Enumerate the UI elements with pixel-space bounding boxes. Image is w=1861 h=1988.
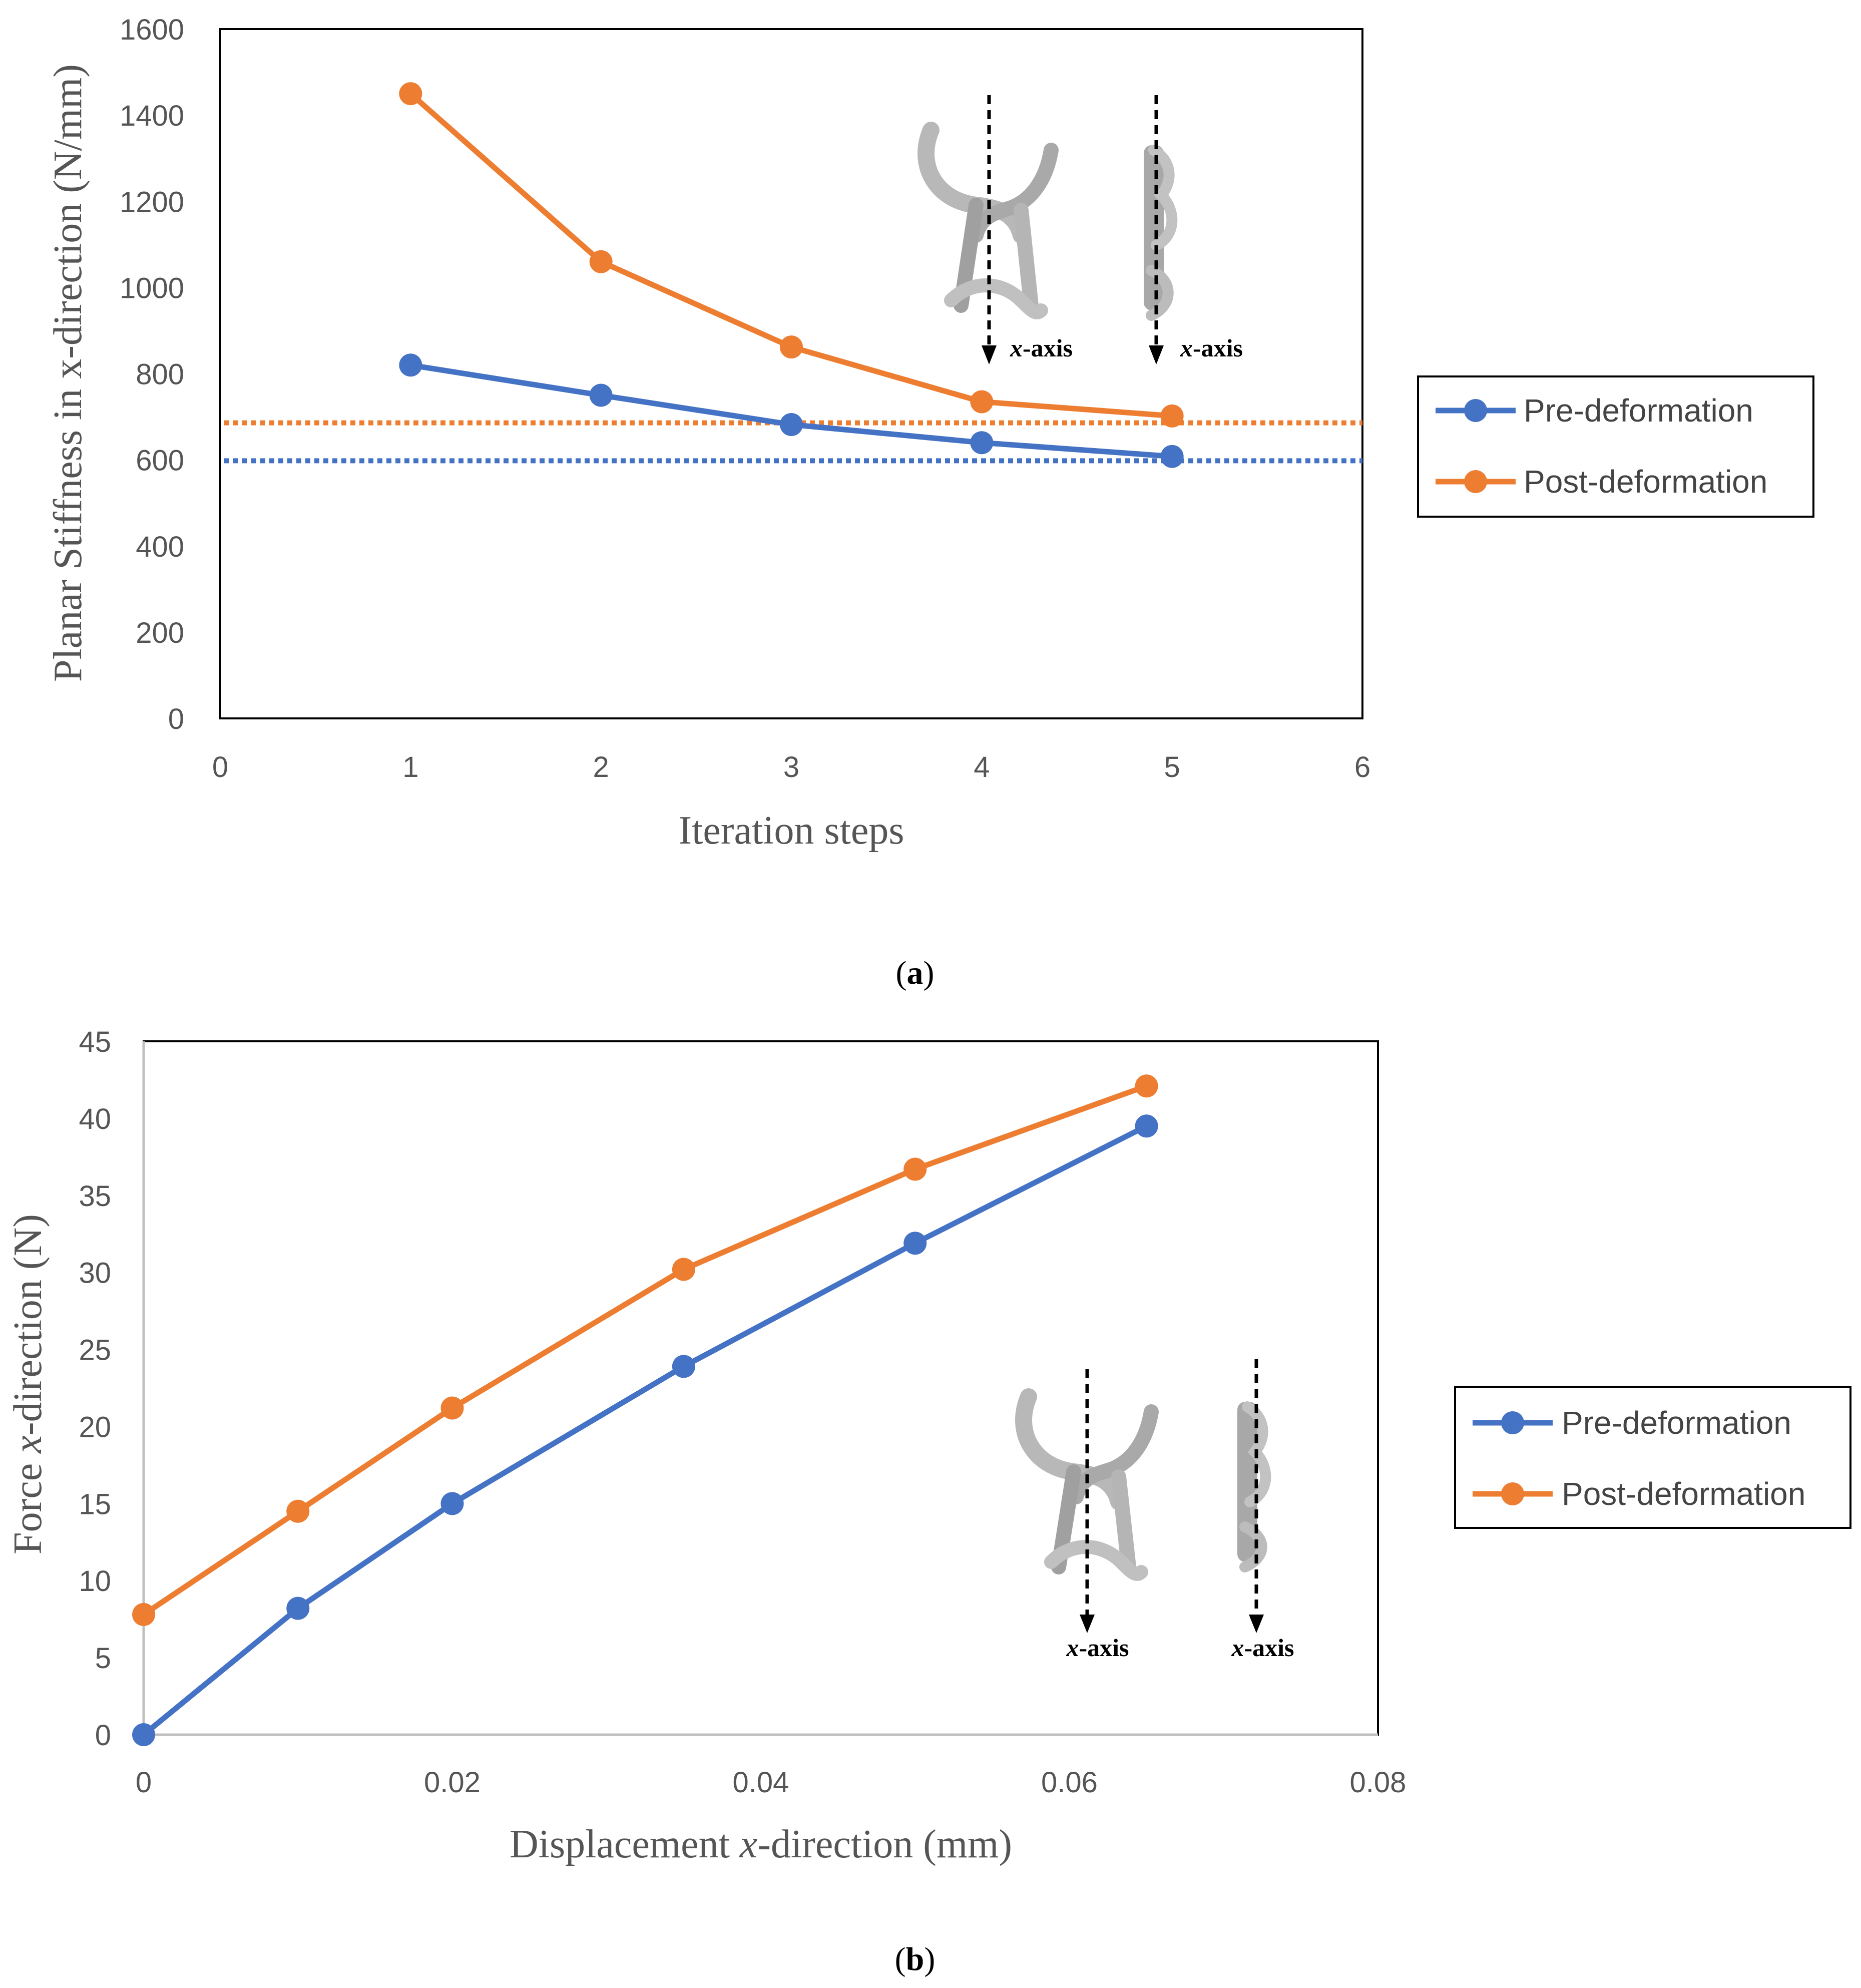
chart-a-ytick-label: 1400: [120, 100, 184, 132]
chart-b-inset-label-1: x-axis: [1066, 1634, 1129, 1662]
chart-a-xtick-label: 1: [402, 751, 418, 783]
chart-b-point-pre-deformation: [440, 1492, 464, 1515]
chart-a-legend-frame: [1417, 375, 1814, 518]
chart-b-xtick-labels: 0 0.02 0.04 0.06 0.08: [136, 1766, 1407, 1799]
chart-a-legend-label-pre: Pre-deformation: [1524, 392, 1753, 429]
chart-b-inset-side-view: [1237, 1401, 1271, 1572]
chart-a-ytick-label: 0: [168, 703, 184, 735]
chart-a-x-axis-title: Iteration steps: [679, 809, 904, 853]
chart-a-point-post-deformation: [780, 335, 803, 359]
chart-a-xtick-label: 4: [974, 751, 990, 783]
chart-b-series-line-post-deformation: [142, 1083, 1148, 1617]
chart-a-ytick-label: 1200: [120, 186, 184, 218]
chart-b-ytick-label: 40: [79, 1103, 111, 1135]
chart-a-point-post-deformation: [1160, 404, 1184, 428]
chart-a-inset-side-view: [1144, 145, 1178, 321]
chart-b-xtick-label: 0.08: [1350, 1766, 1407, 1799]
chart-a-legend: Pre-deformation Post-deformation: [1417, 375, 1814, 518]
chart-b-xtick-label: 0.02: [424, 1766, 481, 1799]
chart-a-ytick-label: 600: [136, 445, 184, 477]
chart-b-legend-label-pre: Pre-deformation: [1562, 1405, 1791, 1441]
chart-a-point-pre-deformation: [399, 353, 422, 377]
chart-b-ytick-label: 20: [79, 1411, 111, 1443]
chart-b-point-post-deformation: [440, 1396, 464, 1420]
chart-b-point-post-deformation: [672, 1258, 695, 1281]
chart-a-series: [399, 82, 1184, 468]
chart-a-xtick-label: 3: [783, 751, 799, 783]
chart-a-legend-entry-post: Post-deformation: [1436, 464, 1767, 500]
chart-b-ytick-label: 45: [79, 1026, 111, 1058]
chart-b-point-pre-deformation: [286, 1597, 310, 1620]
chart-b-legend-label-post: Post-deformation: [1562, 1476, 1805, 1512]
chart-b-point-post-deformation: [1135, 1074, 1158, 1098]
chart-b-ytick-label: 5: [95, 1642, 111, 1675]
chart-b-inset-label-2: x-axis: [1231, 1634, 1294, 1662]
chart-b-point-pre-deformation: [1135, 1114, 1158, 1138]
chart-a-xtick-label: 6: [1354, 751, 1370, 783]
chart-b-inset-arrow-2: [1249, 1359, 1264, 1633]
chart-b-ytick-label: 15: [79, 1488, 111, 1520]
chart-a-point-pre-deformation: [589, 383, 613, 407]
chart-b-point-pre-deformation: [132, 1723, 155, 1746]
chart-b-ytick-label: 10: [79, 1565, 111, 1598]
chart-b-point-post-deformation: [286, 1499, 310, 1523]
chart-b-xtick-label: 0.06: [1041, 1766, 1098, 1799]
chart-a-plot-frame: [219, 28, 1363, 719]
chart-a-legend-label-post: Post-deformation: [1524, 464, 1767, 500]
chart-a-ytick-label: 1000: [120, 272, 184, 304]
chart-a-xtick-label: 0: [212, 751, 228, 783]
chart-b-legend-entry-pre: Pre-deformation: [1473, 1405, 1791, 1441]
chart-b-legend-frame: [1454, 1386, 1851, 1529]
chart-a-inset-arrow-1: [982, 95, 997, 364]
chart-b-point-pre-deformation: [672, 1355, 695, 1378]
chart-a-xtick-label: 2: [593, 751, 609, 783]
chart-b-legend: Pre-deformation Post-deformation: [1454, 1386, 1851, 1529]
chart-a-point-post-deformation: [970, 390, 994, 414]
chart-a-point-post-deformation: [399, 82, 422, 106]
chart-a-point-pre-deformation: [1160, 445, 1184, 468]
chart-b-ytick-labels: 0 5 10 15 20 25 30 35 40 45: [79, 1026, 111, 1752]
chart-a-inset-front-view: [917, 122, 1059, 319]
chart-a-ytick-label: 800: [136, 358, 184, 391]
chart-b-xtick-label: 0.04: [733, 1766, 789, 1799]
chart-a-ytick-label: 200: [136, 617, 184, 649]
chart-b-caption: (b): [895, 1941, 936, 1977]
chart-a-xtick-labels: 0 1 2 3 4 5 6: [212, 751, 1370, 783]
chart-b-series: [132, 1074, 1158, 1746]
chart-a-ytick-labels: 0 200 400 600 800 1000 1200 1400 1600: [120, 14, 184, 735]
chart-a-point-pre-deformation: [780, 413, 803, 437]
chart-b-ytick-label: 25: [79, 1334, 111, 1367]
chart-b-xtick-label: 0: [136, 1766, 152, 1799]
chart-a-caption: (a): [896, 955, 935, 991]
chart-b-ytick-label: 0: [95, 1719, 111, 1752]
chart-b-point-post-deformation: [903, 1157, 927, 1181]
chart-a-ytick-label: 1600: [120, 14, 184, 46]
chart-b: 0 5 10 15 20 25 30 35 40 45 0 0.02 0.04 0.06 0.08 x-a…: [6, 1026, 1851, 1977]
chart-a-point-pre-deformation: [970, 431, 994, 455]
chart-a-xtick-label: 5: [1164, 751, 1180, 783]
chart-b-inset-front-view: [1015, 1388, 1159, 1581]
chart-b-ytick-label: 30: [79, 1257, 111, 1290]
chart-b-point-pre-deformation: [903, 1232, 927, 1255]
chart-b-point-post-deformation: [132, 1603, 155, 1626]
chart-a-inset-label-1: x-axis: [1010, 334, 1073, 362]
chart-b-ytick-label: 35: [79, 1180, 111, 1213]
chart-a-legend-entry-pre: Pre-deformation: [1436, 392, 1753, 429]
chart-b-legend-entry-post: Post-deformation: [1473, 1476, 1805, 1512]
chart-a-y-axis-title: Planar Stiffness in x-direction (N/mm): [46, 64, 90, 682]
chart-b-series-line-pre-deformation: [142, 1123, 1148, 1737]
chart-a: 0 200 400 600 800 1000 1200 1400 1600 0 1 2 3 4 5 6 x-…: [46, 14, 1814, 991]
chart-a-point-post-deformation: [589, 250, 613, 273]
chart-b-y-axis-title: Force x-direction (N): [6, 1214, 50, 1554]
chart-a-inset-label-2: x-axis: [1180, 334, 1243, 362]
chart-b-inset-arrow-1: [1080, 1369, 1095, 1633]
chart-a-ytick-label: 400: [136, 531, 184, 563]
chart-a-inset-arrow-2: [1149, 95, 1164, 364]
chart-b-x-axis-title: Displacement x-direction (mm): [510, 1822, 1012, 1866]
